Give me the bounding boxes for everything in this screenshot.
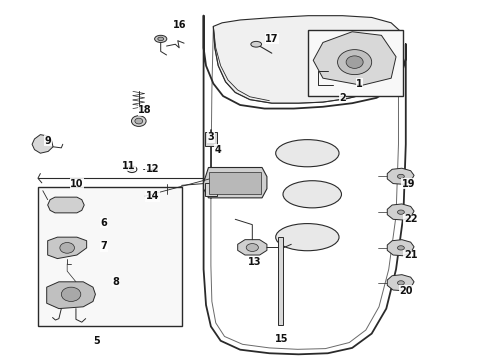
Bar [205, 132, 217, 146]
Polygon shape [47, 282, 96, 309]
Polygon shape [48, 237, 87, 258]
Ellipse shape [338, 50, 372, 75]
Ellipse shape [397, 174, 404, 179]
Text: 13: 13 [248, 257, 262, 267]
Ellipse shape [397, 281, 404, 285]
Text: 21: 21 [404, 250, 417, 260]
Text: 12: 12 [146, 164, 159, 174]
Ellipse shape [158, 37, 164, 41]
Ellipse shape [61, 287, 81, 301]
Ellipse shape [60, 243, 74, 253]
Polygon shape [213, 16, 401, 103]
Polygon shape [32, 135, 53, 153]
Bar [278, 237, 283, 325]
Text: 18: 18 [138, 105, 152, 115]
Ellipse shape [152, 167, 157, 171]
Polygon shape [48, 197, 84, 213]
Polygon shape [387, 204, 414, 220]
Text: 2: 2 [339, 93, 346, 103]
Ellipse shape [346, 56, 363, 68]
Ellipse shape [251, 41, 262, 47]
Polygon shape [387, 240, 414, 256]
Bar [209, 172, 261, 194]
Bar [308, 30, 403, 96]
Text: 14: 14 [146, 191, 159, 201]
Polygon shape [203, 167, 267, 198]
Text: 7: 7 [100, 241, 107, 251]
Text: 11: 11 [122, 161, 136, 171]
Ellipse shape [130, 168, 134, 171]
Polygon shape [313, 32, 396, 85]
Text: 15: 15 [275, 334, 288, 344]
Ellipse shape [276, 224, 339, 251]
Text: 6: 6 [100, 218, 107, 228]
Ellipse shape [127, 166, 137, 172]
Polygon shape [387, 168, 414, 184]
Ellipse shape [131, 116, 146, 126]
Ellipse shape [283, 181, 342, 208]
Polygon shape [238, 240, 267, 255]
Polygon shape [387, 275, 414, 291]
Bar [38, 187, 182, 327]
Text: 17: 17 [265, 34, 278, 44]
Text: 10: 10 [70, 179, 84, 189]
Text: 5: 5 [93, 336, 100, 346]
Ellipse shape [246, 244, 258, 251]
Bar [205, 183, 217, 196]
Text: 16: 16 [172, 19, 186, 30]
Text: 1: 1 [356, 78, 363, 89]
Ellipse shape [135, 118, 143, 124]
Ellipse shape [397, 210, 404, 214]
Ellipse shape [155, 35, 167, 42]
Text: 19: 19 [401, 179, 415, 189]
Ellipse shape [276, 140, 339, 167]
Ellipse shape [397, 246, 404, 250]
Text: 8: 8 [112, 277, 120, 287]
Text: 9: 9 [44, 136, 51, 146]
Text: 3: 3 [208, 132, 214, 142]
Text: 4: 4 [215, 145, 221, 155]
Text: 22: 22 [404, 214, 417, 224]
Text: 20: 20 [399, 286, 413, 296]
